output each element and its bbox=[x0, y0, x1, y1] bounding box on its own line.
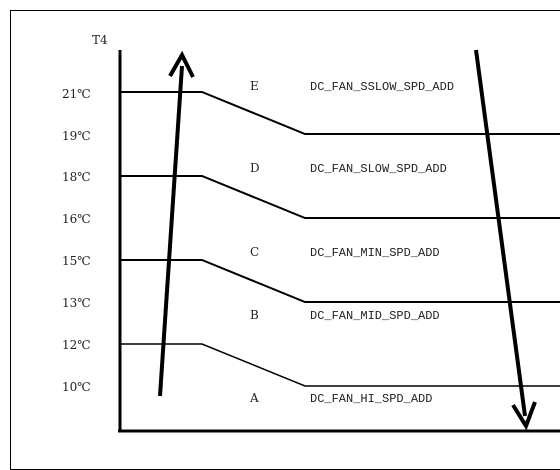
tick-label-16: 16℃ bbox=[62, 212, 91, 226]
tick-label-13: 13℃ bbox=[62, 296, 91, 310]
axis-label: T4 bbox=[92, 33, 108, 47]
zone-name-a: DC_FAN_HI_SPD_ADD bbox=[310, 392, 432, 406]
tick-label-19: 19℃ bbox=[62, 129, 91, 143]
up-arrow-icon bbox=[158, 50, 195, 397]
zone-letter-e: E bbox=[250, 79, 259, 93]
threshold-line-18-16 bbox=[120, 175, 560, 219]
down-arrow-icon bbox=[474, 49, 537, 431]
threshold-line-12-10 bbox=[120, 343, 560, 387]
fan-speed-zone-diagram: T4 21℃ 19℃ 18℃ 16℃ 15℃ 13℃ 12℃ 10℃ E D C… bbox=[62, 33, 560, 433]
tick-label-10: 10℃ bbox=[62, 380, 91, 394]
threshold-line-15-13 bbox=[120, 259, 560, 303]
zone-letter-d: D bbox=[250, 161, 260, 175]
zone-name-d: DC_FAN_SLOW_SPD_ADD bbox=[310, 162, 447, 176]
tick-label-21: 21℃ bbox=[62, 87, 91, 101]
tick-label-18: 18℃ bbox=[62, 170, 91, 184]
threshold-line-21-19 bbox=[120, 91, 560, 135]
zone-name-e: DC_FAN_SSLOW_SPD_ADD bbox=[310, 80, 454, 94]
zone-letter-c: C bbox=[250, 245, 259, 259]
zone-name-c: DC_FAN_MIN_SPD_ADD bbox=[310, 246, 440, 260]
zone-name-b: DC_FAN_MID_SPD_ADD bbox=[310, 309, 440, 323]
zone-letter-b: B bbox=[250, 308, 259, 322]
tick-label-12: 12℃ bbox=[62, 338, 91, 352]
tick-label-15: 15℃ bbox=[62, 254, 91, 268]
zone-letter-a: A bbox=[249, 391, 259, 405]
